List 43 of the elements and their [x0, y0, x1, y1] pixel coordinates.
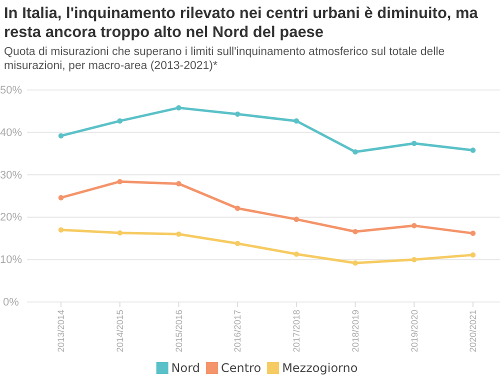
point — [294, 251, 300, 257]
y-tick-label: 30% — [0, 169, 22, 182]
x-tick-label: 2019/2020 — [409, 310, 420, 352]
point — [58, 195, 64, 200]
point — [234, 206, 240, 211]
point — [411, 256, 417, 262]
point — [411, 140, 417, 146]
point — [117, 118, 123, 124]
point — [176, 232, 182, 237]
y-tick-label: 0% — [3, 296, 20, 309]
y-tick-label: 20% — [0, 212, 22, 224]
legend-label: Mezzogiorno — [282, 361, 358, 375]
point — [411, 223, 417, 228]
x-tick-label: 2014/2015 — [115, 310, 126, 352]
point — [234, 112, 240, 117]
point — [176, 181, 182, 186]
y-tick-label: 10% — [0, 254, 22, 266]
point — [294, 118, 300, 124]
point — [352, 149, 358, 155]
x-tick-label: 2013/2014 — [56, 310, 66, 352]
point — [176, 105, 182, 110]
y-tick-label: 50% — [0, 84, 22, 97]
x-tick-label: 2018/2019 — [350, 310, 360, 352]
point — [234, 240, 240, 246]
point — [58, 133, 64, 138]
point — [470, 252, 476, 258]
x-tick-label: 2016/2017 — [232, 310, 243, 352]
chart-title: In Italia, l'inquinamento rilevato nei centri urbani è diminuito, ma resta ancora troppo alto nel Nord del paese — [4, 4, 479, 42]
point — [352, 228, 358, 234]
point — [117, 230, 123, 236]
x-tick-label: 2015/2016 — [174, 310, 184, 352]
point — [58, 227, 64, 233]
x-tick-label: 2017/2018 — [292, 310, 302, 352]
point — [470, 148, 476, 153]
y-tick-label: 40% — [0, 126, 22, 139]
point — [470, 230, 476, 236]
chart-subtitle: Quota di misurazioni che superano i limiti sull'inquinamento atmosferico sul totale delle misurazioni, per macro-area (2013-2021)* — [4, 45, 446, 73]
legend-label: Nord — [171, 361, 200, 375]
x-tick-label: 2020/2021 — [468, 310, 478, 352]
point — [294, 216, 300, 222]
point — [117, 178, 123, 184]
point — [352, 260, 358, 266]
legend-label: Centro — [220, 361, 262, 375]
